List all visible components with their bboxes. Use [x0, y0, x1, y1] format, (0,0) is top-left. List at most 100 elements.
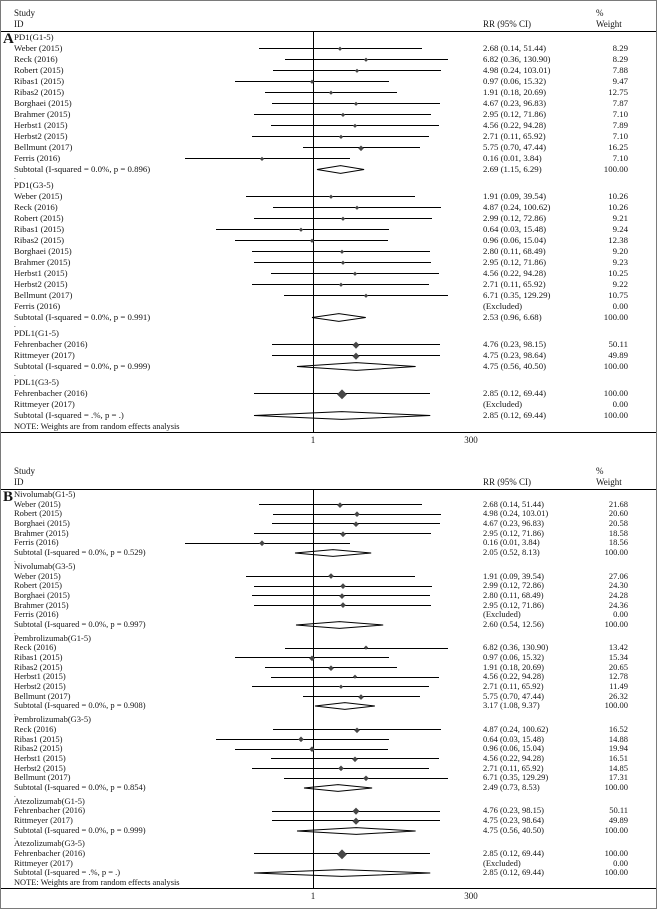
study-row: Ferris (2016) 0.16 (0.01, 3.84) 7.10	[1, 153, 656, 164]
subtotal-row: Subtotal (I-squared = .%, p = .) 2.85 (0.…	[1, 410, 656, 421]
header-study: Study	[14, 466, 36, 476]
reference-line	[313, 490, 314, 888]
study-label: Fehrenbacher (2016)	[14, 805, 86, 816]
weight-text: 10.26	[608, 191, 628, 201]
rr-ci-text: 2.80 (0.11, 68.49)	[483, 589, 544, 600]
study-row: Herbst2 (2015) 2.71 (0.11, 65.92) 14.85	[1, 763, 656, 774]
header-percent: %	[596, 8, 604, 18]
weight-text: 0.00	[613, 857, 628, 868]
column-header-rr: RR (95% CI)	[483, 19, 531, 29]
ci-line	[185, 542, 351, 544]
study-row: Ribas2 (2015) 1.91 (0.18, 20.69) 20.65	[1, 661, 656, 673]
point-estimate-marker	[340, 112, 346, 117]
subtotal-diamond	[295, 620, 384, 629]
study-row: Bellmunt (2017) 6.71 (0.35, 129.29) 17.31	[1, 773, 656, 783]
subtotal-diamond	[254, 869, 431, 878]
weight-text: 16.51	[608, 752, 628, 763]
section-header-row: PDL1(G3-5)	[1, 377, 656, 388]
section-gap: .	[14, 709, 16, 718]
study-row: Ferris (2016) 0.16 (0.01, 3.84) 18.56	[1, 538, 656, 548]
weight-text: 21.68	[608, 498, 628, 509]
study-label: Herbst2 (2015)	[14, 681, 66, 692]
weight-text: 17.31	[608, 772, 628, 783]
study-row: Ribas1 (2015) 0.97 (0.06, 15.32) 9.47	[1, 76, 656, 87]
weight-text: 0.00	[612, 399, 628, 409]
rr-ci-text: 2.99 (0.12, 72.86)	[483, 213, 547, 223]
weight-text: 12.38	[608, 235, 628, 245]
header-weight: Weight	[596, 476, 622, 487]
weight-text: 9.20	[612, 246, 628, 256]
rr-ci-text: 6.71 (0.35, 129.29)	[483, 772, 549, 783]
rr-ci-text: 4.75 (0.56, 40.50)	[483, 361, 547, 371]
point-estimate-marker	[338, 134, 343, 139]
study-label: Ribas2 (2015)	[14, 661, 63, 672]
weight-text: 49.89	[608, 350, 628, 360]
header-percent: %	[596, 466, 604, 476]
weight-text: 8.29	[612, 54, 628, 64]
point-estimate-marker	[363, 775, 369, 781]
study-row: Rittmeyer (2017) 4.75 (0.23, 98.64) 49.89	[1, 350, 656, 361]
header-study: Study	[14, 8, 36, 18]
subtotal-diamond	[294, 549, 372, 557]
rr-ci-text: 2.71 (0.11, 65.92)	[483, 681, 544, 692]
weight-text: 14.88	[608, 733, 628, 744]
study-row: Reck (2016) 6.82 (0.36, 130.90) 8.29	[1, 54, 656, 65]
point-estimate-marker	[353, 521, 359, 527]
section-label: Atezolizumab(G3-5)	[14, 838, 85, 849]
panel-a-letter: A	[3, 31, 14, 47]
subtotal-diamond	[296, 362, 416, 371]
rr-ci-text: (Excluded)	[483, 609, 521, 620]
rr-ci-text: 5.75 (0.70, 47.44)	[483, 690, 544, 701]
study-row: Robert (2015) 2.99 (0.12, 72.86) 9.21	[1, 213, 656, 224]
subtotal-label: Subtotal (I-squared = 0.0%, p = 0.999)	[14, 824, 146, 835]
study-label: Reck (2016)	[14, 642, 57, 653]
rr-ci-text: 1.91 (0.18, 20.69)	[483, 661, 544, 672]
subtotal-label: Subtotal (I-squared = 0.0%, p = 0.896)	[14, 164, 151, 174]
section-header-row: Atezolizumab(G1-5)	[1, 796, 656, 807]
study-row: Borghaei (2015) 4.67 (0.23, 96.83) 7.87	[1, 98, 656, 109]
study-row: Brahmer (2015) 2.95 (0.12, 71.86) 24.36	[1, 600, 656, 611]
study-label: Weber (2015)	[14, 43, 63, 53]
rr-ci-text: 1.91 (0.09, 39.54)	[483, 570, 544, 581]
rr-ci-text: 0.64 (0.03, 15.48)	[483, 224, 547, 234]
subtotal-diamond	[296, 826, 416, 835]
rr-ci-text: (Excluded)	[483, 857, 521, 868]
point-estimate-marker	[358, 144, 364, 151]
study-label: Brahmer (2015)	[14, 109, 71, 119]
study-label: Robert (2015)	[14, 213, 64, 223]
note-text: NOTE: Weights are from random effects an…	[14, 422, 180, 431]
note-row: NOTE: Weights are from random effects an…	[1, 878, 656, 888]
weight-text: 7.89	[612, 120, 628, 130]
rr-ci-text: 2.85 (0.12, 69.44)	[483, 867, 544, 878]
weight-text: 0.00	[613, 609, 628, 620]
section-label: Nivolumab(G1-5)	[14, 489, 76, 499]
note-row: NOTE: Weights are from random effects an…	[1, 421, 656, 432]
panel-a-rows: PD1(G1-5) Weber (2015) 2.68 (0.14, 51.44) 8…	[1, 32, 656, 432]
point-estimate-marker	[328, 664, 334, 671]
study-row: Fehrenbacher (2016) 2.85 (0.12, 69.44) 100…	[1, 848, 656, 859]
point-estimate-marker	[309, 238, 315, 243]
section-label: Pembrolizumab(G3-5)	[14, 714, 91, 725]
weight-text: 24.30	[608, 580, 628, 591]
study-row: Herbst2 (2015) 2.71 (0.11, 65.92) 7.10	[1, 131, 656, 142]
study-label: Herbst1 (2015)	[14, 120, 68, 130]
weight-text: 7.10	[612, 109, 628, 119]
weight-text: 100.00	[604, 700, 628, 711]
point-estimate-marker	[340, 583, 347, 589]
rr-ci-text: 2.71 (0.11, 65.92)	[483, 131, 546, 141]
point-estimate-marker	[259, 540, 265, 546]
rr-ci-text: 4.76 (0.23, 98.15)	[483, 805, 544, 816]
section-label: Pembrolizumab(G1-5)	[14, 632, 91, 643]
subtotal-row: Subtotal (I-squared = 0.0%, p = 0.908) 3.…	[1, 701, 656, 711]
point-estimate-marker	[352, 352, 360, 359]
section-label: PD1(G3-5)	[14, 180, 54, 190]
subtotal-label: Subtotal (I-squared = 0.0%, p = 0.529)	[14, 547, 146, 558]
weight-text: 100.00	[603, 361, 628, 371]
study-row: Weber (2015) 2.68 (0.14, 51.44) 21.68	[1, 498, 656, 510]
study-row: Ferris (2016) (Excluded) 0.00	[1, 301, 656, 312]
subtotal-row: Subtotal (I-squared = 0.0%, p = 0.529) 2.…	[1, 547, 656, 558]
point-estimate-marker	[353, 101, 358, 106]
study-row: Borghaei (2015) 2.80 (0.11, 68.49) 9.20	[1, 246, 656, 257]
rr-ci-text: 0.97 (0.06, 15.32)	[483, 76, 547, 86]
